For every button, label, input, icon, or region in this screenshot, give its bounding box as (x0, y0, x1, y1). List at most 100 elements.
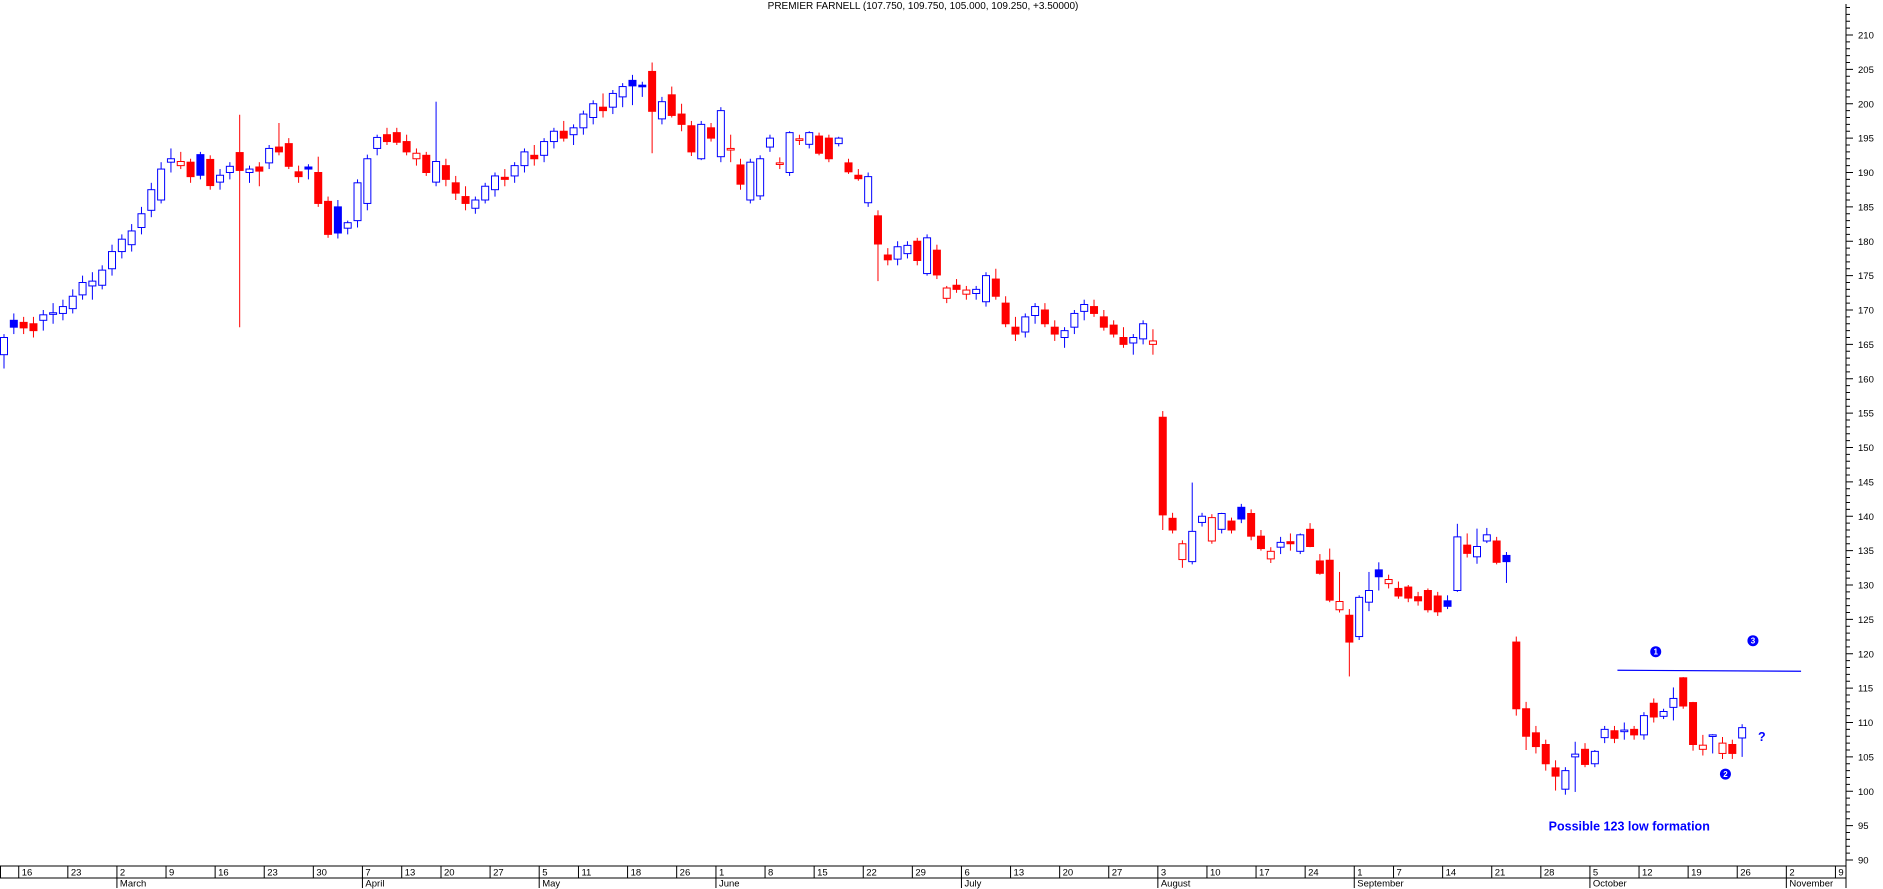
candle (1266, 547, 1275, 563)
candle (795, 134, 804, 145)
candle-body (108, 251, 117, 270)
week-label: 16 (22, 868, 33, 879)
candle (294, 165, 303, 183)
candle-body (589, 103, 598, 118)
candle-body (815, 135, 824, 154)
y-axis-label: 200 (1858, 99, 1874, 110)
candle (942, 285, 951, 304)
candle-body (255, 166, 264, 172)
y-axis-label: 90 (1858, 856, 1869, 867)
y-axis: 210 205 200 195 190 185 180 175 170 165 160 155 150 1… (1845, 4, 1874, 867)
candle-body (638, 84, 647, 88)
candle-body (1492, 540, 1501, 563)
candle-body (1031, 306, 1040, 316)
candle (1443, 595, 1452, 610)
pivot-marker-2: 2 (1719, 768, 1731, 780)
week-label: 6 (964, 868, 969, 879)
candle (1600, 725, 1609, 744)
week-label: 1 (1357, 868, 1362, 879)
candle-body (883, 254, 892, 261)
candle-body (1090, 306, 1099, 314)
candle-body (304, 166, 313, 170)
pivot-marker-circle (1650, 646, 1662, 658)
candle (127, 224, 136, 252)
y-axis-label: 125 (1858, 615, 1874, 626)
candle-body (824, 137, 833, 160)
candle (1237, 503, 1246, 524)
question-mark-annotation: ? (1758, 730, 1766, 744)
candle (1473, 528, 1481, 564)
candle-body (9, 319, 18, 328)
week-label: 20 (444, 868, 455, 879)
week-label: 10 (1210, 868, 1221, 879)
candle-body (68, 295, 77, 310)
candle (1590, 750, 1599, 768)
candle-body (982, 275, 990, 303)
candle-body (1473, 546, 1481, 558)
candle-body (186, 161, 195, 178)
candle (1394, 581, 1403, 599)
candle (1669, 687, 1678, 721)
candle-body (1689, 702, 1698, 745)
candle (510, 162, 519, 183)
week-label: 16 (218, 868, 229, 879)
y-axis-label: 100 (1858, 787, 1874, 798)
candle-body (1630, 728, 1639, 736)
candle-body (1247, 513, 1256, 537)
y-axis-label: 210 (1858, 31, 1874, 42)
candle-body (49, 312, 58, 315)
candle-body (1414, 596, 1423, 602)
candle (1414, 591, 1423, 606)
candle-body (1610, 730, 1619, 739)
pivot-marker-circle (1719, 768, 1731, 780)
candle-body (1571, 753, 1580, 758)
annotations-layer: 1 3 2? Possible 123 low formation (1549, 635, 1802, 833)
candle-body (854, 174, 863, 180)
candle-body (1237, 506, 1246, 520)
candle-body (1050, 326, 1059, 335)
candle (746, 158, 755, 204)
candle (648, 62, 657, 154)
candle (1247, 509, 1256, 541)
candle (1453, 523, 1462, 592)
candle-body (117, 238, 126, 253)
candle (491, 172, 499, 197)
candle-body (1266, 550, 1275, 560)
candle-body (1463, 544, 1472, 554)
candle (58, 299, 67, 321)
candle-body (1001, 302, 1010, 325)
candle (589, 100, 598, 125)
candle-body (1129, 337, 1138, 344)
candle (1679, 677, 1688, 709)
candle-body (1276, 541, 1285, 548)
candle-body (471, 199, 480, 209)
candle (196, 151, 205, 180)
candle (1698, 734, 1707, 756)
candle (1099, 310, 1108, 331)
week-label: 29 (915, 868, 926, 879)
candle-body (78, 282, 87, 296)
pivot-marker-digit: 2 (1723, 770, 1728, 779)
candle (147, 182, 156, 218)
candle-body (1256, 535, 1265, 550)
candle (1031, 303, 1040, 324)
candle-body (127, 230, 136, 246)
week-label: 8 (768, 868, 773, 879)
candle (1325, 548, 1334, 603)
candle (972, 285, 981, 300)
candle-body (1639, 715, 1648, 736)
candle (304, 164, 313, 180)
candle-body (608, 92, 617, 108)
candle (1610, 725, 1619, 744)
candle (1158, 411, 1167, 530)
candle-body (707, 127, 716, 139)
candle (1001, 296, 1010, 328)
candle (1364, 571, 1373, 612)
y-axis-label: 115 (1858, 684, 1873, 695)
candle (422, 151, 431, 176)
candle-body (657, 101, 666, 120)
candle-body (1139, 323, 1148, 340)
candle (657, 96, 666, 125)
